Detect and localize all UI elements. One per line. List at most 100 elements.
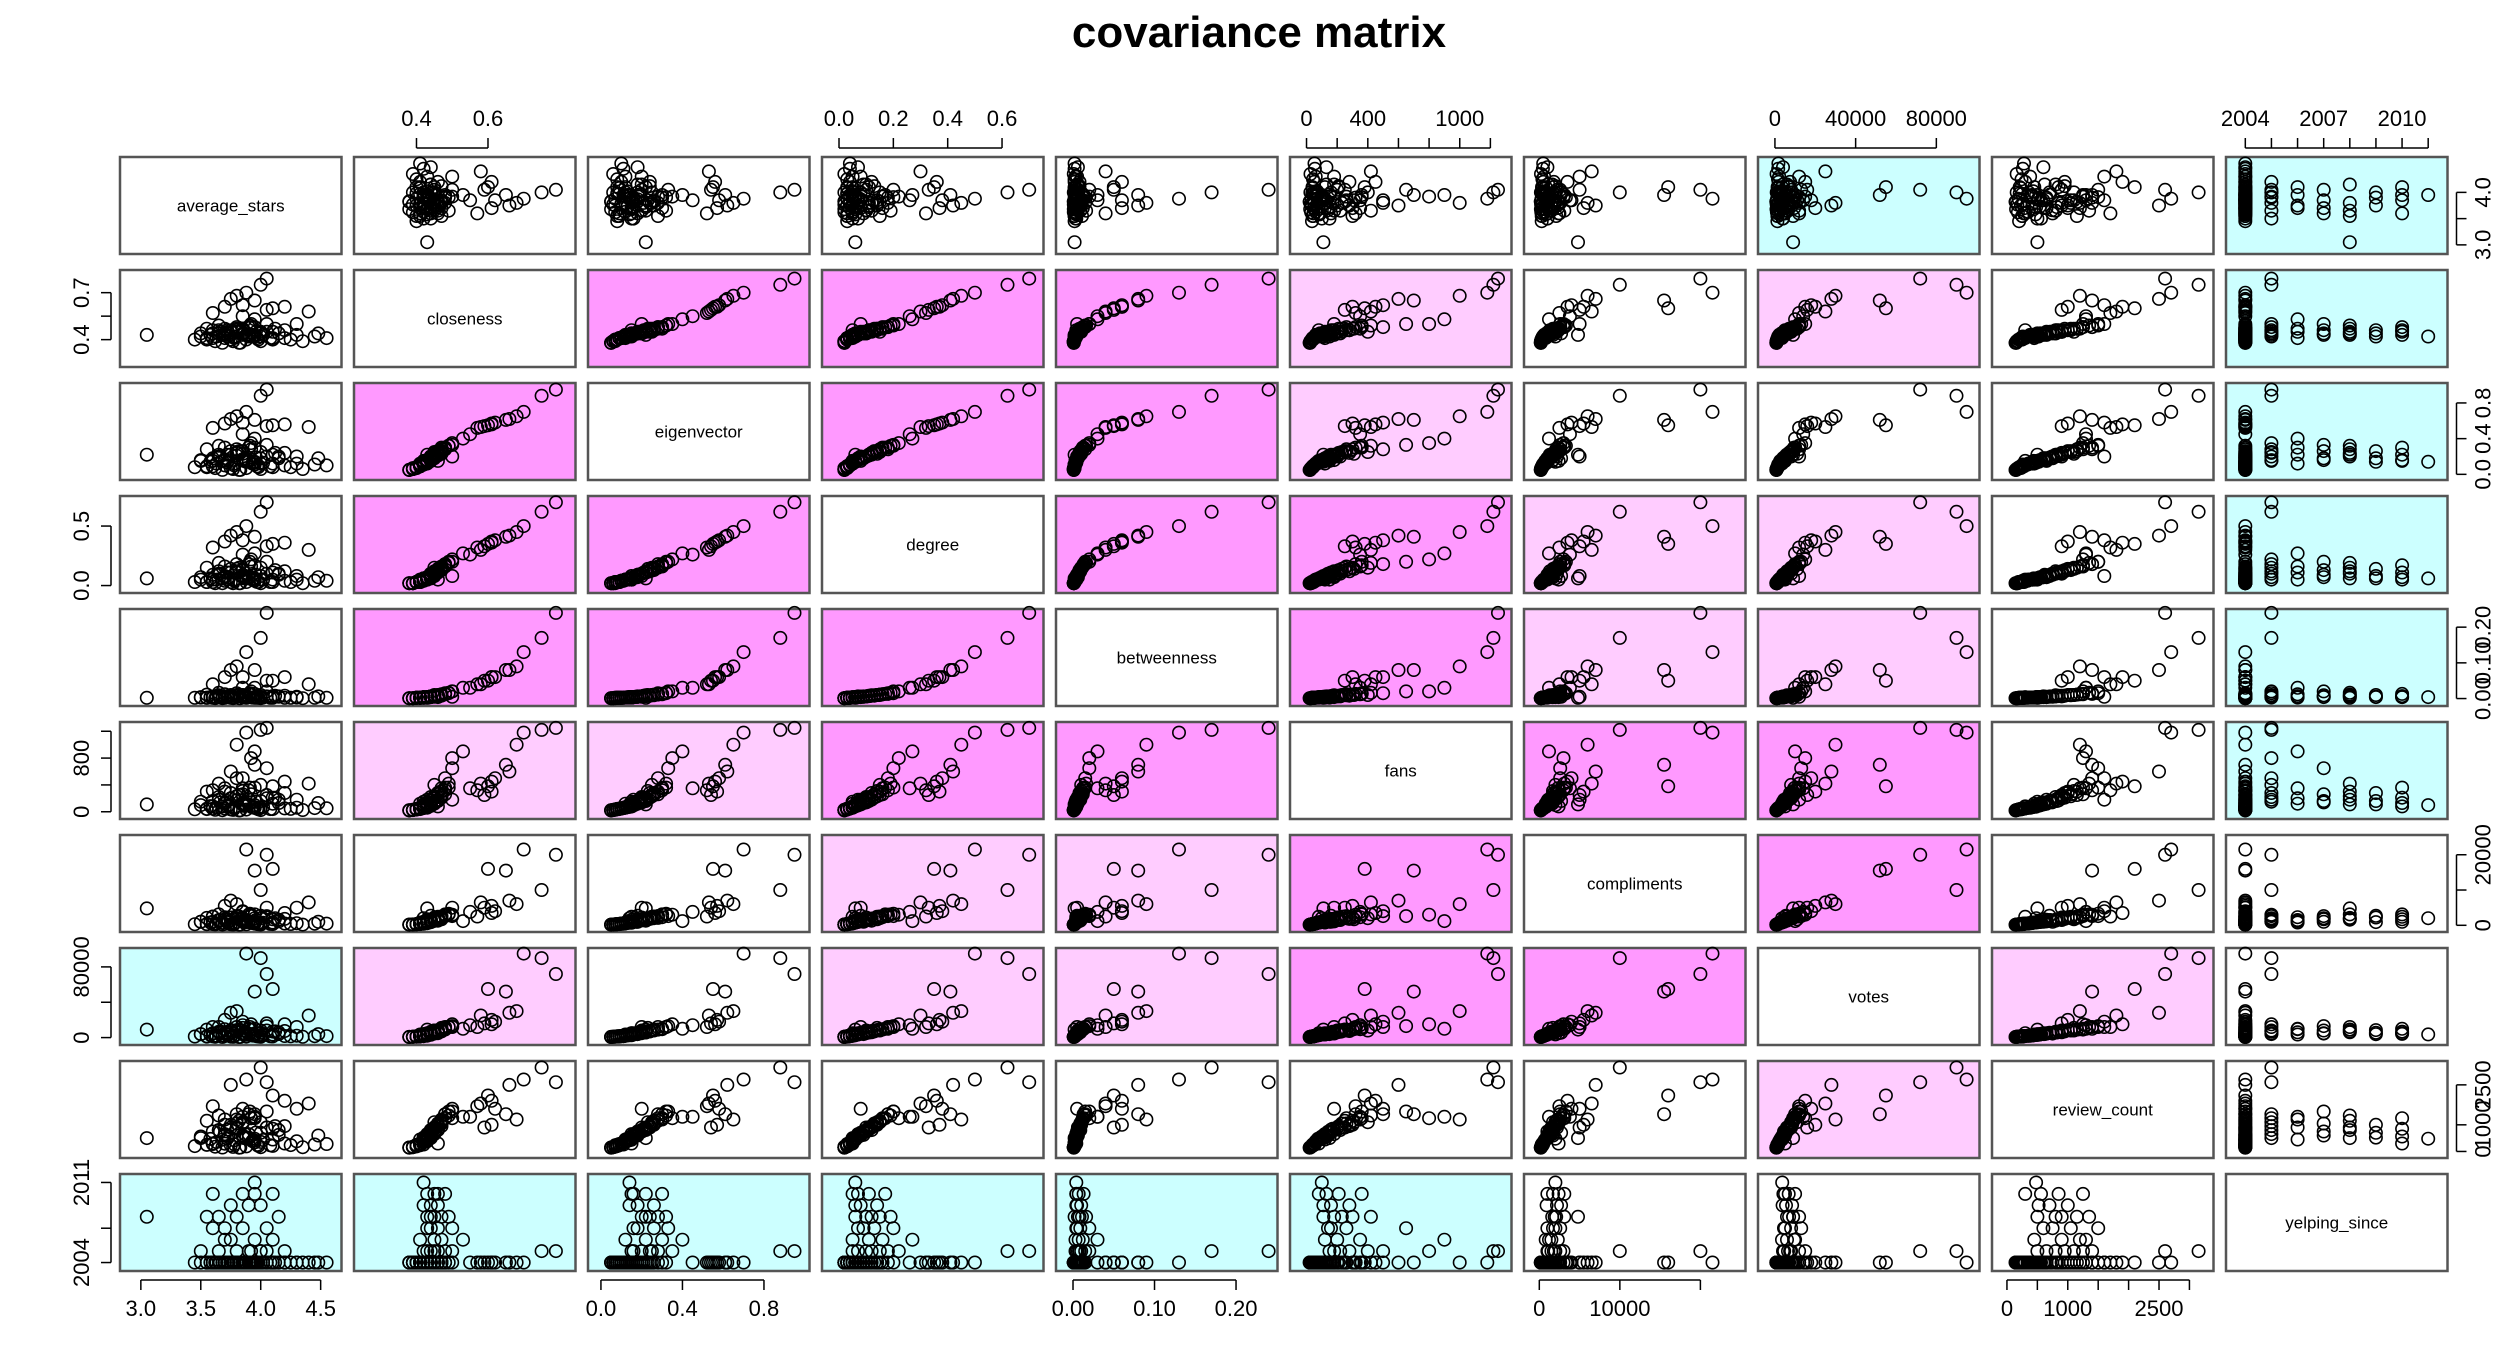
- panel-average_stars-vs-average_stars: average_stars: [118, 155, 343, 256]
- panel-eigenvector-vs-yelping_since: [2224, 381, 2449, 482]
- data-point: [1000, 185, 1015, 200]
- data-point: [921, 182, 936, 197]
- panel-average_stars-vs-degree: [820, 155, 1045, 256]
- data-point: [918, 206, 933, 221]
- panel-eigenvector-vs-fans: [1288, 381, 1513, 482]
- data-point: [614, 156, 629, 171]
- data-point: [624, 206, 639, 221]
- chart-title: covariance matrix: [1071, 8, 1447, 57]
- data-point: [837, 167, 852, 182]
- data-point: [967, 191, 982, 206]
- data-point: [1067, 235, 1082, 250]
- variable-label: eigenvector: [655, 423, 743, 442]
- panel-closeness-vs-betweenness: [1054, 268, 1279, 369]
- panel-background: [1756, 381, 1981, 482]
- data-point: [787, 182, 802, 197]
- panel-fans-vs-eigenvector: [586, 720, 811, 821]
- data-point: [445, 182, 460, 197]
- panel-background: [820, 268, 1045, 369]
- data-point: [463, 193, 478, 208]
- data-point: [954, 195, 969, 210]
- data-point: [883, 203, 898, 218]
- data-point: [445, 169, 460, 184]
- data-point: [1172, 191, 1187, 206]
- panel-degree-vs-compliments: [1522, 494, 1747, 595]
- data-point: [878, 188, 893, 203]
- panel-background: [2224, 607, 2449, 708]
- panel-eigenvector-vs-eigenvector: eigenvector: [586, 381, 811, 482]
- panel-eigenvector-vs-betweenness: [1054, 381, 1279, 482]
- data-point: [430, 206, 445, 221]
- variable-label: betweenness: [1117, 649, 1217, 668]
- panel-background: [1288, 268, 1513, 369]
- data-point: [1069, 188, 1084, 203]
- data-point: [638, 235, 653, 250]
- panel-average_stars-vs-closeness: [352, 155, 577, 256]
- panel-betweenness-vs-fans: [1288, 605, 1513, 708]
- data-point: [438, 188, 453, 203]
- data-point: [470, 206, 485, 221]
- panel-degree-vs-votes: [1756, 494, 1981, 595]
- data-point: [416, 188, 431, 203]
- data-point: [1106, 182, 1121, 197]
- panel-betweenness-vs-closeness: [352, 605, 577, 708]
- data-point: [630, 160, 645, 175]
- data-point: [1131, 198, 1146, 213]
- data-point: [420, 235, 435, 250]
- data-point: [1114, 174, 1129, 189]
- data-point: [848, 235, 863, 250]
- data-point: [473, 164, 488, 179]
- panel-closeness-vs-eigenvector: [586, 268, 811, 369]
- data-point: [1070, 160, 1085, 175]
- panel-degree-vs-review_count: [1990, 494, 2215, 595]
- data-point: [477, 182, 492, 197]
- data-point: [1079, 203, 1094, 218]
- variable-label: closeness: [427, 310, 503, 329]
- data-point: [516, 191, 531, 206]
- panel-degree-vs-yelping_since: [2224, 494, 2449, 595]
- data-point: [1131, 188, 1146, 203]
- panel-eigenvector-vs-degree: [820, 381, 1045, 482]
- panel-average_stars-vs-compliments: [1522, 155, 1747, 256]
- panel-betweenness-vs-compliments: [1522, 605, 1747, 708]
- data-point: [423, 177, 438, 192]
- panel-closeness-vs-review_count: [1990, 268, 2215, 369]
- data-point: [720, 198, 735, 213]
- data-point: [845, 206, 860, 221]
- panel-background: [2224, 268, 2449, 369]
- data-point: [610, 180, 625, 195]
- panel-betweenness-vs-eigenvector: [586, 605, 811, 708]
- data-point: [872, 209, 887, 224]
- data-point: [484, 201, 499, 216]
- data-point: [405, 167, 420, 182]
- panel-closeness-vs-yelping_since: [2224, 268, 2449, 369]
- data-point: [946, 198, 961, 213]
- data-point: [1114, 193, 1129, 208]
- panel-betweenness-vs-review_count: [1990, 605, 2215, 708]
- data-point: [1069, 206, 1084, 221]
- data-point: [655, 188, 670, 203]
- data-point: [484, 174, 499, 189]
- panel-fans-vs-degree: [820, 720, 1045, 821]
- panel-background: [352, 494, 577, 595]
- data-point: [604, 202, 619, 217]
- data-point: [622, 188, 637, 203]
- panel-background: [1756, 268, 1981, 369]
- panel-betweenness-vs-average_stars: [118, 605, 343, 708]
- panel-fans-vs-average_stars: [118, 720, 343, 821]
- panel-background: [118, 268, 343, 369]
- data-point: [703, 182, 718, 197]
- data-point: [634, 169, 649, 184]
- panel-background: [2224, 155, 2449, 256]
- data-point: [929, 174, 944, 189]
- panel-closeness-vs-average_stars: [118, 268, 343, 369]
- data-point: [708, 174, 723, 189]
- panel-betweenness-vs-yelping_since: [2224, 605, 2449, 708]
- data-point: [1098, 206, 1113, 221]
- data-point: [548, 182, 563, 197]
- panel-closeness-vs-votes: [1756, 268, 1981, 369]
- data-point: [861, 180, 876, 195]
- panel-average_stars-vs-votes: [1756, 155, 1981, 256]
- data-point: [1067, 156, 1082, 171]
- panel-background: [1054, 381, 1279, 482]
